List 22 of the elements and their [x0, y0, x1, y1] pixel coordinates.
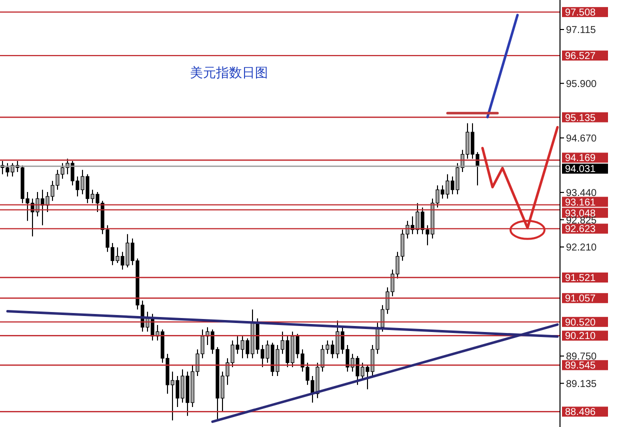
ref-line-label: 90.520 [565, 317, 596, 328]
ref-line-label: 88.496 [565, 407, 596, 418]
y-tick-label: 92.210 [566, 242, 598, 254]
y-tick-label: 94.670 [566, 133, 598, 144]
line-series [481, 126, 559, 230]
ref-line-label: 92.623 [565, 224, 596, 236]
ref-line-label: 95.135 [565, 112, 596, 124]
y-tick-label: 97.115 [566, 25, 596, 36]
ref-line-label: 94.031 [565, 164, 596, 176]
text: 美元指数日图 [190, 65, 268, 82]
ref-line-label: 96.527 [565, 51, 596, 62]
ref-line-label: 90.210 [565, 331, 596, 342]
ref-line-label: 91.057 [565, 294, 596, 305]
ref-line-label: 89.545 [565, 360, 596, 372]
y-tick-label: 89.135 [566, 378, 598, 390]
ref-line-label: 94.169 [565, 153, 596, 164]
y-tick-label: 89.750 [566, 352, 598, 363]
ref-line-label: 93.161 [565, 197, 596, 208]
ref-line-label: 97.508 [565, 8, 596, 19]
ref-line-label: 91.521 [565, 273, 596, 284]
y-tick-label: 95.900 [566, 78, 598, 90]
y-tick-label: 93.440 [566, 188, 598, 199]
